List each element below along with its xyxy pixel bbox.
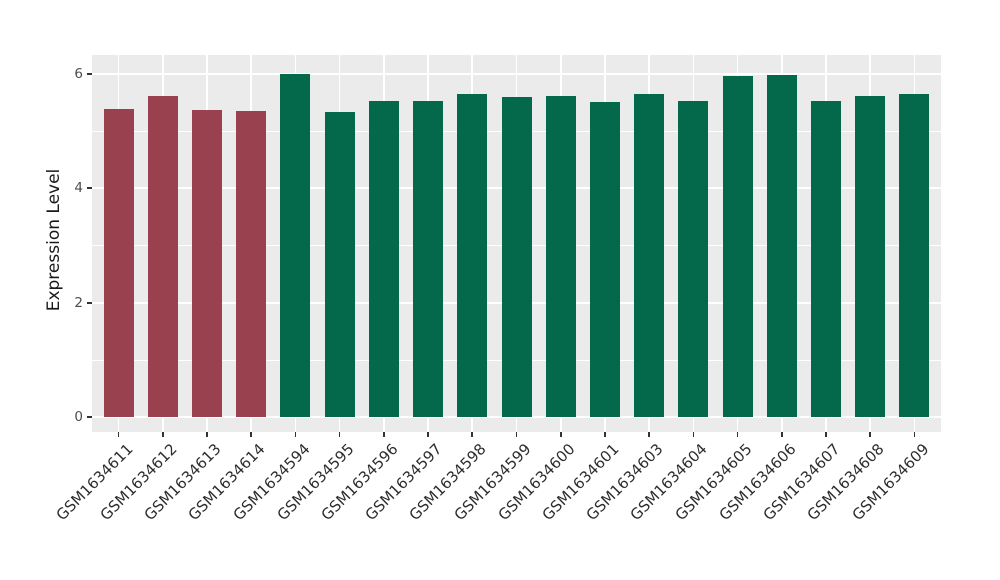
x-tick-label: GSM1634603 xyxy=(582,440,667,525)
x-tick-mark xyxy=(825,432,827,437)
y-axis-title: Expression Level xyxy=(44,168,64,312)
x-tick-label: GSM1634611 xyxy=(52,440,137,525)
y-tick-label: 4 xyxy=(74,180,83,197)
bar xyxy=(368,101,399,418)
x-tick-mark xyxy=(869,432,872,437)
bar xyxy=(855,96,886,418)
x-tick-label: GSM1634612 xyxy=(96,440,181,525)
x-tick-label: GSM1634599 xyxy=(450,440,535,525)
x-tick-label: GSM1634600 xyxy=(494,440,579,525)
x-tick-label: GSM1634594 xyxy=(229,440,314,525)
y-tick-mark xyxy=(86,416,92,418)
bar xyxy=(545,96,576,418)
x-tick-mark xyxy=(382,432,385,437)
bar xyxy=(589,101,620,418)
bar xyxy=(766,75,797,418)
x-tick-label: GSM1634595 xyxy=(273,440,358,525)
bar xyxy=(722,76,753,418)
x-tick-mark xyxy=(692,432,695,437)
bar xyxy=(191,109,222,418)
y-tick-label: 0 xyxy=(74,409,83,426)
x-tick-mark xyxy=(294,432,297,437)
x-tick-mark xyxy=(338,432,341,437)
x-tick-mark xyxy=(648,432,650,437)
x-tick-label: GSM1634608 xyxy=(803,440,888,525)
x-tick-mark xyxy=(736,432,739,437)
y-tick-mark xyxy=(86,301,92,304)
bar xyxy=(236,111,267,418)
bar xyxy=(103,109,134,418)
y-tick-mark xyxy=(86,187,92,190)
bar xyxy=(678,100,709,418)
x-tick-mark xyxy=(117,432,120,437)
plot-panel xyxy=(92,55,941,432)
y-tick-label: 2 xyxy=(74,294,83,311)
x-tick-mark xyxy=(515,432,518,437)
x-tick-mark xyxy=(427,432,429,437)
bar xyxy=(899,93,930,418)
x-tick-mark xyxy=(161,432,164,437)
bar xyxy=(457,94,488,418)
x-tick-mark xyxy=(250,432,253,437)
x-tick-mark xyxy=(559,432,562,437)
x-tick-label: GSM1634614 xyxy=(184,440,269,525)
x-tick-label: GSM1634604 xyxy=(627,440,712,525)
bar xyxy=(811,100,842,418)
x-tick-label: GSM1634596 xyxy=(317,440,402,525)
bar xyxy=(413,101,444,418)
x-tick-label: GSM1634598 xyxy=(405,440,491,525)
x-tick-mark xyxy=(471,432,474,437)
bar xyxy=(147,95,178,418)
x-tick-mark xyxy=(206,432,208,437)
x-tick-label: GSM1634607 xyxy=(759,440,844,525)
x-tick-label: GSM1634609 xyxy=(848,440,933,525)
x-tick-label: GSM1634606 xyxy=(715,440,800,525)
bar xyxy=(501,96,532,418)
y-tick-label: 6 xyxy=(74,65,83,82)
y-tick-mark xyxy=(86,73,92,75)
x-tick-label: GSM1634613 xyxy=(140,440,225,525)
x-tick-label: GSM1634605 xyxy=(671,440,756,525)
bar xyxy=(634,94,665,418)
bar xyxy=(324,112,355,418)
x-tick-mark xyxy=(780,432,783,437)
x-tick-mark xyxy=(604,432,606,437)
bar xyxy=(280,74,311,418)
x-tick-label: GSM1634597 xyxy=(361,440,446,525)
x-tick-mark xyxy=(913,432,916,437)
x-tick-label: GSM1634601 xyxy=(538,440,623,525)
